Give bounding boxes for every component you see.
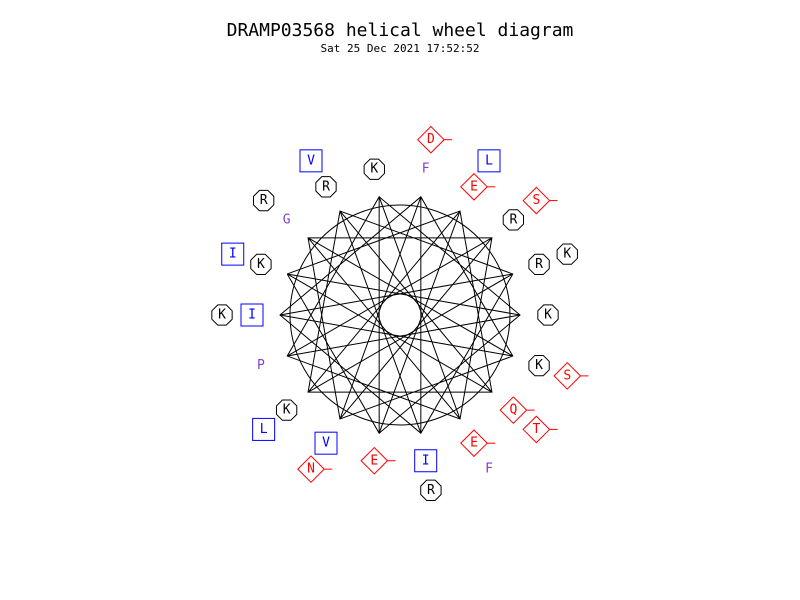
residue-label: L bbox=[485, 153, 493, 168]
residue-label: R bbox=[535, 257, 543, 272]
residue-label: T bbox=[532, 422, 540, 437]
residue-label: I bbox=[422, 453, 430, 468]
residue-label: R bbox=[260, 193, 268, 208]
residue-label: G bbox=[283, 212, 291, 227]
residue-label: I bbox=[229, 247, 237, 262]
residue-label: E bbox=[370, 453, 378, 468]
residue-label: K bbox=[370, 162, 378, 177]
helical-wheel-svg: KEQKRRIIFKVGREPKKEILTLVKRKDSNRSF bbox=[0, 0, 800, 600]
residue-label: F bbox=[485, 462, 493, 477]
residue-label: K bbox=[283, 403, 291, 418]
residue-label: K bbox=[544, 308, 552, 323]
residue-label: D bbox=[427, 132, 435, 147]
residue-label: K bbox=[563, 247, 571, 262]
residue-label: S bbox=[563, 368, 571, 383]
residue-label: K bbox=[257, 257, 265, 272]
residue-label: P bbox=[257, 358, 265, 373]
residue-label: R bbox=[509, 212, 517, 227]
residue-label: F bbox=[422, 162, 430, 177]
residue-label: K bbox=[218, 308, 226, 323]
residue-label: E bbox=[470, 436, 478, 451]
residue-label: I bbox=[248, 308, 256, 323]
residue-label: S bbox=[532, 193, 540, 208]
helical-wheel-container: DRAMP03568 helical wheel diagram Sat 25 … bbox=[0, 0, 800, 600]
residue-label: N bbox=[307, 462, 315, 477]
residue-label: V bbox=[307, 153, 315, 168]
residue-label: E bbox=[470, 179, 478, 194]
residue-label: R bbox=[427, 483, 435, 498]
residue-label: Q bbox=[509, 403, 517, 418]
residue-label: L bbox=[260, 422, 268, 437]
residue-label: V bbox=[322, 436, 330, 451]
residue-label: K bbox=[535, 358, 543, 373]
residue-label: R bbox=[322, 179, 330, 194]
